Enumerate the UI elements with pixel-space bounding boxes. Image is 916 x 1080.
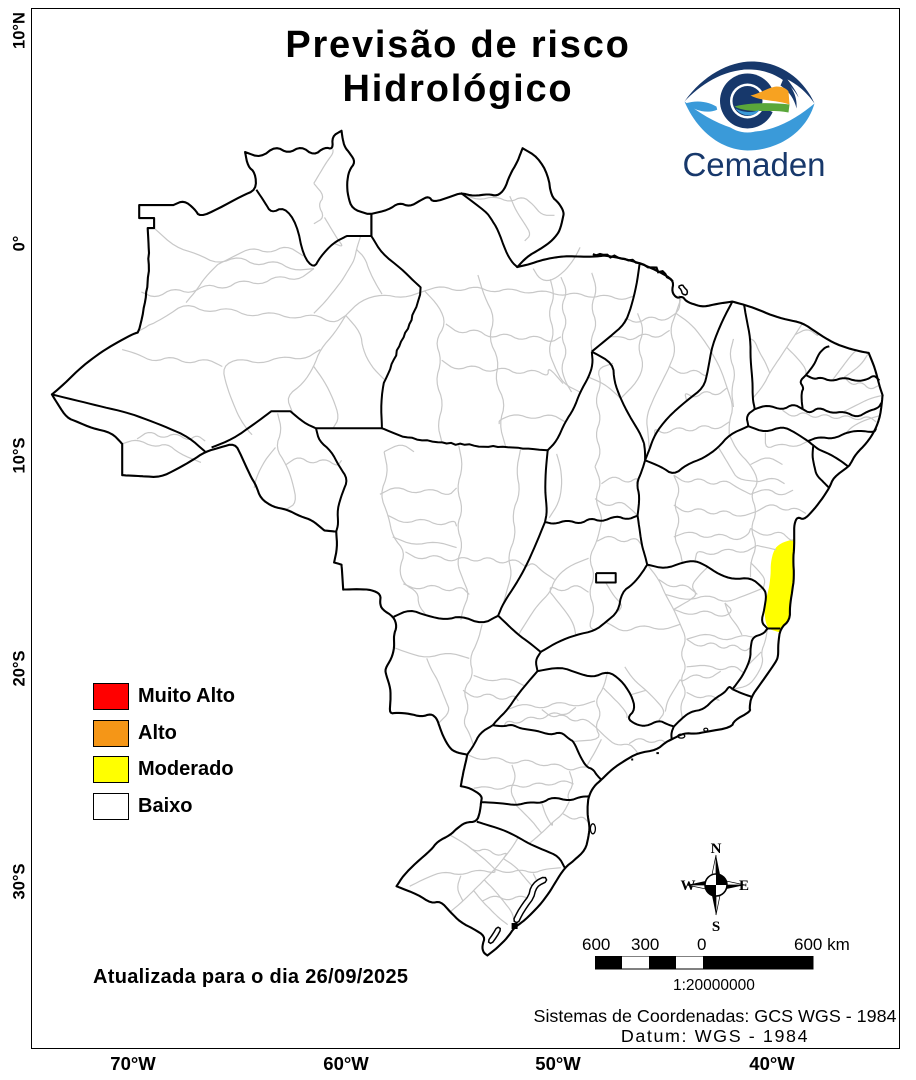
svg-text:E: E xyxy=(739,878,749,894)
svg-text:Cemaden: Cemaden xyxy=(682,146,825,183)
svg-text:S: S xyxy=(712,919,720,934)
svg-text:N: N xyxy=(711,841,722,857)
svg-text:W: W xyxy=(681,878,696,894)
